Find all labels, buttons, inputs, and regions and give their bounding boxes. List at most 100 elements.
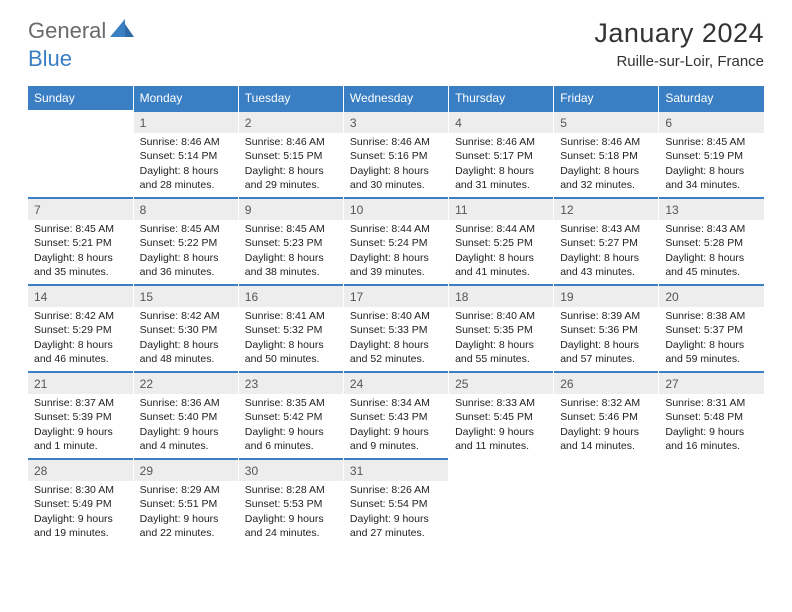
daylight-line: Daylight: 9 hours and 9 minutes.	[350, 426, 429, 452]
sunset-line: Sunset: 5:42 PM	[245, 411, 323, 423]
day-number: 3	[344, 110, 448, 133]
day-content: Sunrise: 8:43 AMSunset: 5:28 PMDaylight:…	[659, 220, 764, 283]
sunset-line: Sunset: 5:32 PM	[245, 324, 323, 336]
day-content: Sunrise: 8:33 AMSunset: 5:45 PMDaylight:…	[449, 394, 553, 457]
sunrise-line: Sunrise: 8:46 AM	[350, 136, 430, 148]
day-content: Sunrise: 8:45 AMSunset: 5:23 PMDaylight:…	[239, 220, 343, 283]
calendar-cell: 9Sunrise: 8:45 AMSunset: 5:23 PMDaylight…	[238, 197, 343, 284]
day-number: 29	[134, 458, 238, 481]
sunset-line: Sunset: 5:29 PM	[34, 324, 112, 336]
sunset-line: Sunset: 5:40 PM	[140, 411, 218, 423]
day-content: Sunrise: 8:35 AMSunset: 5:42 PMDaylight:…	[239, 394, 343, 457]
sunrise-line: Sunrise: 8:35 AM	[245, 397, 325, 409]
daylight-line: Daylight: 9 hours and 27 minutes.	[350, 513, 429, 539]
weekday-header: Tuesday	[238, 86, 343, 110]
logo: General	[28, 18, 136, 44]
day-content: Sunrise: 8:40 AMSunset: 5:33 PMDaylight:…	[344, 307, 448, 370]
daylight-line: Daylight: 9 hours and 11 minutes.	[455, 426, 534, 452]
calendar-cell: 14Sunrise: 8:42 AMSunset: 5:29 PMDayligh…	[28, 284, 133, 371]
day-number: 17	[344, 284, 448, 307]
daylight-line: Daylight: 8 hours and 36 minutes.	[140, 252, 219, 278]
daylight-line: Daylight: 8 hours and 35 minutes.	[34, 252, 113, 278]
sunrise-line: Sunrise: 8:28 AM	[245, 484, 325, 496]
day-content: Sunrise: 8:38 AMSunset: 5:37 PMDaylight:…	[659, 307, 764, 370]
calendar-cell: 22Sunrise: 8:36 AMSunset: 5:40 PMDayligh…	[133, 371, 238, 458]
sunrise-line: Sunrise: 8:44 AM	[455, 223, 535, 235]
calendar-cell: 17Sunrise: 8:40 AMSunset: 5:33 PMDayligh…	[343, 284, 448, 371]
day-content: Sunrise: 8:28 AMSunset: 5:53 PMDaylight:…	[239, 481, 343, 544]
day-content: Sunrise: 8:44 AMSunset: 5:25 PMDaylight:…	[449, 220, 553, 283]
sunrise-line: Sunrise: 8:45 AM	[245, 223, 325, 235]
day-number: 20	[659, 284, 764, 307]
calendar-cell: 23Sunrise: 8:35 AMSunset: 5:42 PMDayligh…	[238, 371, 343, 458]
calendar-cell: 12Sunrise: 8:43 AMSunset: 5:27 PMDayligh…	[554, 197, 659, 284]
sunset-line: Sunset: 5:21 PM	[34, 237, 112, 249]
sunrise-line: Sunrise: 8:32 AM	[560, 397, 640, 409]
sunset-line: Sunset: 5:15 PM	[245, 150, 323, 162]
day-number: 13	[659, 197, 764, 220]
header: General January 2024 Ruille-sur-Loir, Fr…	[0, 0, 792, 78]
sunset-line: Sunset: 5:49 PM	[34, 498, 112, 510]
calendar-row: 21 Sunrise: 8:37 AM Sunset: 5:39 PM Dayligh…	[28, 371, 764, 458]
sunrise-line: Sunrise: 8:45 AM	[665, 136, 745, 148]
sunrise-line: Sunrise: 8:30 AM	[34, 484, 114, 496]
day-number: 23	[239, 371, 343, 394]
sunset-line: Sunset: 5:28 PM	[665, 237, 743, 249]
day-number: 5	[554, 110, 658, 133]
sunset-line: Sunset: 5:51 PM	[140, 498, 218, 510]
sunrise-line: Sunrise: 8:37 AM	[34, 397, 114, 409]
weekday-header: Monday	[133, 86, 238, 110]
day-number: 22	[134, 371, 238, 394]
sunset-line: Sunset: 5:35 PM	[455, 324, 533, 336]
calendar-cell: 18Sunrise: 8:40 AMSunset: 5:35 PMDayligh…	[449, 284, 554, 371]
location-subtitle: Ruille-sur-Loir, France	[594, 53, 764, 70]
sunrise-line: Sunrise: 8:45 AM	[34, 223, 114, 235]
day-content: Sunrise: 8:31 AMSunset: 5:48 PMDaylight:…	[659, 394, 764, 457]
daylight-line: Daylight: 8 hours and 34 minutes.	[665, 165, 744, 191]
daylight-line: Daylight: 9 hours and 14 minutes.	[560, 426, 639, 452]
calendar-cell	[449, 458, 554, 544]
day-content: Sunrise: 8:34 AMSunset: 5:43 PMDaylight:…	[344, 394, 448, 457]
logo-text-blue: Blue	[28, 46, 72, 72]
day-number: 9	[239, 197, 343, 220]
calendar-cell: 21Sunrise: 8:37 AMSunset: 5:39 PMDayligh…	[28, 371, 133, 458]
calendar-cell: 24Sunrise: 8:34 AMSunset: 5:43 PMDayligh…	[343, 371, 448, 458]
day-content: Sunrise: 8:46 AMSunset: 5:14 PMDaylight:…	[134, 133, 238, 196]
sunrise-line: Sunrise: 8:46 AM	[455, 136, 535, 148]
weekday-header: Thursday	[449, 86, 554, 110]
daylight-line: Daylight: 8 hours and 48 minutes.	[140, 339, 219, 365]
day-content: Sunrise: 8:26 AMSunset: 5:54 PMDaylight:…	[344, 481, 448, 544]
sunset-line: Sunset: 5:39 PM	[34, 411, 112, 423]
calendar-cell: 5Sunrise: 8:46 AMSunset: 5:18 PMDaylight…	[554, 110, 659, 197]
daylight-line: Daylight: 9 hours and 4 minutes.	[140, 426, 219, 452]
sunset-line: Sunset: 5:17 PM	[455, 150, 533, 162]
day-number: 21	[28, 371, 133, 394]
daylight-line: Daylight: 8 hours and 57 minutes.	[560, 339, 639, 365]
daylight-line: Daylight: 8 hours and 55 minutes.	[455, 339, 534, 365]
calendar-cell: 6Sunrise: 8:45 AMSunset: 5:19 PMDaylight…	[659, 110, 764, 197]
daylight-line: Daylight: 9 hours and 24 minutes.	[245, 513, 324, 539]
calendar-cell: 1Sunrise: 8:46 AMSunset: 5:14 PMDaylight…	[133, 110, 238, 197]
weekday-header: Saturday	[659, 86, 764, 110]
sunset-line: Sunset: 5:27 PM	[560, 237, 638, 249]
calendar-row: 1Sunrise: 8:46 AMSunset: 5:14 PMDaylight…	[28, 110, 764, 197]
month-title: January 2024	[594, 18, 764, 49]
calendar-cell: 7Sunrise: 8:45 AMSunset: 5:21 PMDaylight…	[28, 197, 133, 284]
calendar-cell: 10Sunrise: 8:44 AMSunset: 5:24 PMDayligh…	[343, 197, 448, 284]
sunset-line: Sunset: 5:48 PM	[665, 411, 743, 423]
daylight-line: Daylight: 8 hours and 43 minutes.	[560, 252, 639, 278]
sunrise-line: Sunrise: 8:40 AM	[455, 310, 535, 322]
calendar-cell: 13Sunrise: 8:43 AMSunset: 5:28 PMDayligh…	[659, 197, 764, 284]
calendar-cell: 8Sunrise: 8:45 AMSunset: 5:22 PMDaylight…	[133, 197, 238, 284]
calendar-cell: 16Sunrise: 8:41 AMSunset: 5:32 PMDayligh…	[238, 284, 343, 371]
daylight-line: Daylight: 8 hours and 59 minutes.	[665, 339, 744, 365]
sunset-line: Sunset: 5:45 PM	[455, 411, 533, 423]
day-number: 31	[344, 458, 448, 481]
sunset-line: Sunset: 5:16 PM	[350, 150, 428, 162]
sunset-line: Sunset: 5:24 PM	[350, 237, 428, 249]
title-block: January 2024 Ruille-sur-Loir, France	[594, 18, 764, 70]
calendar-row: 7Sunrise: 8:45 AMSunset: 5:21 PMDaylight…	[28, 197, 764, 284]
day-content: Sunrise: 8:36 AMSunset: 5:40 PMDaylight:…	[134, 394, 238, 457]
logo-triangle-icon	[110, 19, 134, 44]
sunset-line: Sunset: 5:22 PM	[140, 237, 218, 249]
